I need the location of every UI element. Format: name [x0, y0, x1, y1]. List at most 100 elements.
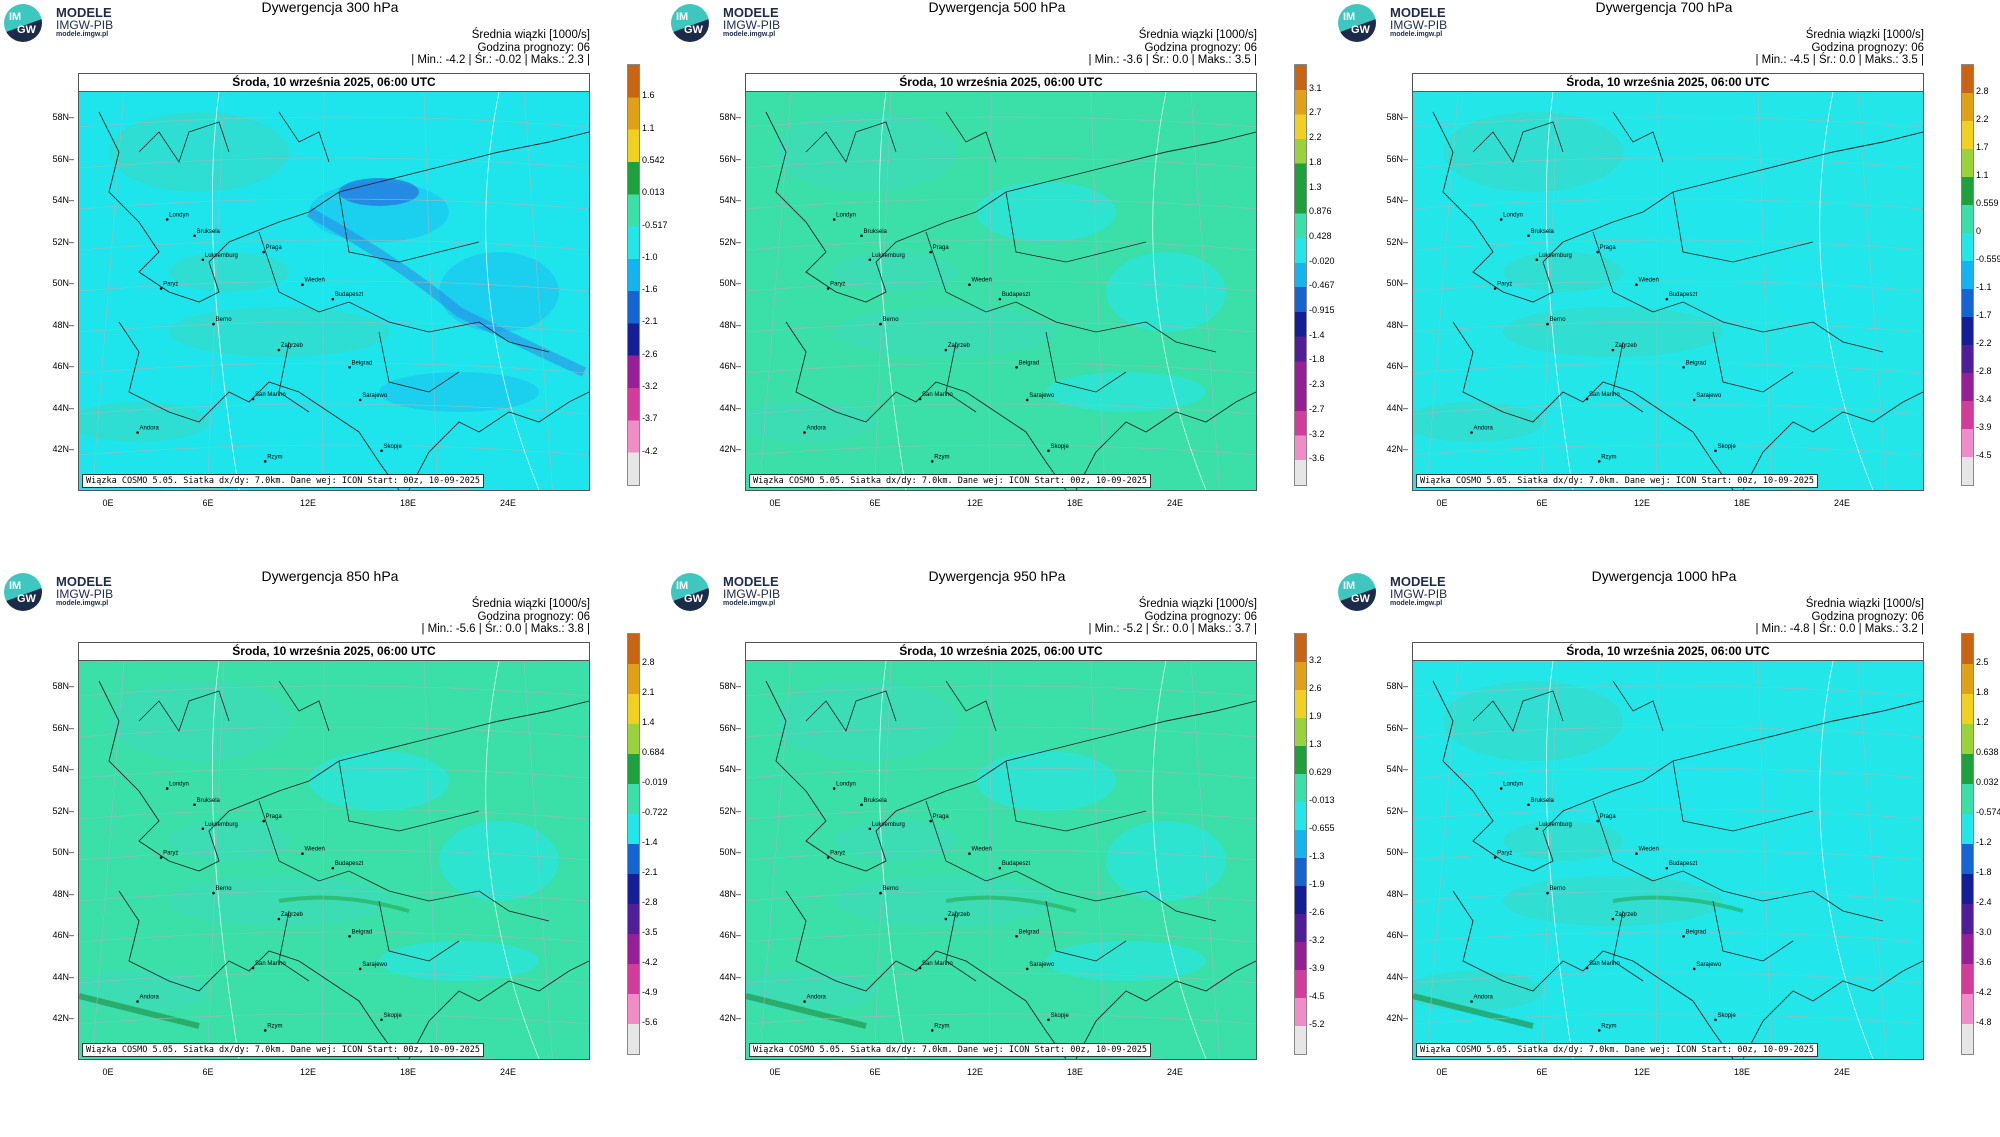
- colorbar-tick: -2.1: [642, 867, 658, 877]
- logo-line1: MODELE: [56, 574, 112, 589]
- imgw-logo-mark: IM GW: [1338, 4, 1376, 42]
- city-marker: [1493, 856, 1497, 859]
- city-marker: [1015, 934, 1018, 938]
- panel-title: Dywergencja 300 hPa: [261, 0, 399, 15]
- forecast-hour: Godzina prognozy: 06: [1811, 610, 1924, 623]
- city-marker: [1499, 787, 1503, 790]
- colorbar-tick: 2.8: [642, 657, 655, 667]
- divergence-panel-6: IM GW MODELE IMGW-PIB modele.imgw.pl Dyw…: [1334, 568, 2000, 1137]
- colorbar-tick: -1.3: [1309, 851, 1325, 861]
- city-marker: [860, 803, 863, 807]
- logo-line2: IMGW-PIB: [1390, 18, 1448, 32]
- city-marker: [1714, 1018, 1717, 1022]
- colorbar-tick: -3.9: [1309, 963, 1325, 973]
- stats-block: Średnia wiązki [1000/s] Godzina prognozy…: [1755, 598, 1924, 636]
- colorbar: [1961, 64, 1974, 486]
- lat-label: 48N–: [1386, 888, 1408, 899]
- colorbar-tick: -0.722: [642, 807, 668, 817]
- city-label: Budapeszt: [335, 861, 364, 867]
- colorbar-tick: -3.6: [1976, 957, 1992, 967]
- city-marker: [1025, 398, 1029, 402]
- lon-label: 18E: [399, 1067, 416, 1077]
- city-marker: [159, 856, 163, 859]
- city-marker: [159, 287, 163, 290]
- map-frame: Środa, 10 września 2025, 06:00 UTC Londy…: [78, 73, 590, 491]
- city-label: Belgrad: [352, 360, 373, 366]
- city-label: Andora: [807, 426, 827, 432]
- colorbar-tick: -3.4: [1976, 394, 1992, 404]
- city-label: Wiedeń: [304, 278, 324, 284]
- colorbar: [1961, 633, 1974, 1055]
- lat-label: 42N–: [1386, 1013, 1408, 1023]
- city-label: Budapeszt: [1002, 292, 1031, 298]
- city-label: Luksemburg: [872, 253, 905, 259]
- lon-label: 0E: [1436, 1067, 1448, 1077]
- city-marker: [1015, 365, 1018, 369]
- city-label: Skopje: [1050, 444, 1069, 450]
- city-marker: [331, 866, 335, 870]
- colorbar-tick: -0.467: [1309, 280, 1335, 291]
- city-label: Sarajewo: [362, 393, 388, 399]
- colorbar-tick: 2.2: [1309, 132, 1322, 143]
- colorbar-tick: -4.2: [642, 957, 658, 967]
- colorbar-tick: -3.2: [1309, 935, 1325, 945]
- colorbar-tick: 2.6: [1309, 683, 1322, 693]
- city-marker: [930, 460, 934, 463]
- colorbar-tick: -0.019: [642, 777, 668, 787]
- stats-block: Średnia wiązki [1000/s] Godzina prognozy…: [1088, 29, 1257, 67]
- lat-label: 54N–: [719, 195, 741, 205]
- map-frame: Środa, 10 września 2025, 06:00 UTC Londy…: [745, 642, 1257, 1060]
- city-marker: [1692, 398, 1696, 402]
- stats-block: Średnia wiązki [1000/s] Godzina prognozy…: [1755, 29, 1924, 67]
- city-marker: [879, 891, 882, 895]
- lat-label: 46N–: [719, 361, 741, 371]
- colorbar-tick: 3.2: [1309, 655, 1322, 665]
- city-label: Skopje: [383, 444, 402, 450]
- city-label: Budapeszt: [1002, 861, 1031, 867]
- lat-label: 46N–: [1386, 930, 1408, 940]
- lat-label: 54N–: [1386, 764, 1408, 774]
- lat-label: 56N–: [52, 153, 74, 164]
- city-marker: [263, 1029, 267, 1032]
- colorbar-tick: -3.5: [642, 927, 658, 937]
- lat-label: 44N–: [1386, 402, 1408, 413]
- lat-label: 56N–: [719, 153, 741, 164]
- stats-block: Średnia wiązki [1000/s] Godzina prognozy…: [421, 598, 590, 636]
- colorbar-tick: -2.3: [1309, 379, 1325, 390]
- colorbar-tick: -1.6: [642, 284, 658, 295]
- city-marker: [1025, 967, 1029, 971]
- city-marker: [944, 348, 948, 352]
- lon-label: 6E: [202, 498, 214, 508]
- colorbar: [1294, 64, 1307, 486]
- city-marker: [826, 287, 830, 290]
- city-label: Budapeszt: [335, 292, 364, 298]
- colorbar-tick: -0.655: [1309, 823, 1335, 833]
- city-label: Londyn: [836, 212, 856, 218]
- lat-label: 48N–: [52, 319, 74, 330]
- stats-block: Średnia wiązki [1000/s] Godzina prognozy…: [1088, 598, 1257, 636]
- colorbar-tick: 2.2: [1976, 114, 1989, 124]
- city-marker: [832, 218, 836, 221]
- model-footer: Wiązka COSMO 5.05. Siatka dx/dy: 7.0km. …: [749, 1043, 1152, 1057]
- city-label: Bruksela: [1531, 229, 1555, 235]
- stats-values: | Min.: -4.8 | Śr.: 0.0 | Maks.: 3.2 |: [1755, 623, 1924, 635]
- logo-line2: IMGW-PIB: [56, 587, 114, 601]
- colorbar-tick: 0.876: [1309, 206, 1332, 217]
- model-footer: Wiązka COSMO 5.05. Siatka dx/dy: 7.0km. …: [82, 1043, 485, 1057]
- divergence-map: Londyn Bruksela Luksemburg Paryż Praga Wiedeń…: [1413, 92, 1923, 490]
- city-label: Belgrad: [1019, 929, 1040, 935]
- colorbar-tick: -4.2: [642, 445, 658, 456]
- city-marker: [1585, 397, 1589, 401]
- lat-label: 42N–: [52, 444, 74, 454]
- city-label: Zagrzeb: [1615, 343, 1638, 349]
- model-footer: Wiązka COSMO 5.05. Siatka dx/dy: 7.0km. …: [1416, 474, 1819, 488]
- colorbar-tick: -1.8: [1309, 354, 1325, 365]
- lat-label: 44N–: [719, 402, 741, 413]
- logo-line2: IMGW-PIB: [723, 587, 781, 601]
- lon-label: 6E: [869, 498, 881, 508]
- city-marker: [918, 966, 922, 970]
- city-marker: [331, 297, 335, 301]
- city-label: Praga: [933, 245, 950, 251]
- colorbar-tick: 0.629: [1309, 767, 1332, 777]
- lat-label: 58N–: [1386, 681, 1408, 691]
